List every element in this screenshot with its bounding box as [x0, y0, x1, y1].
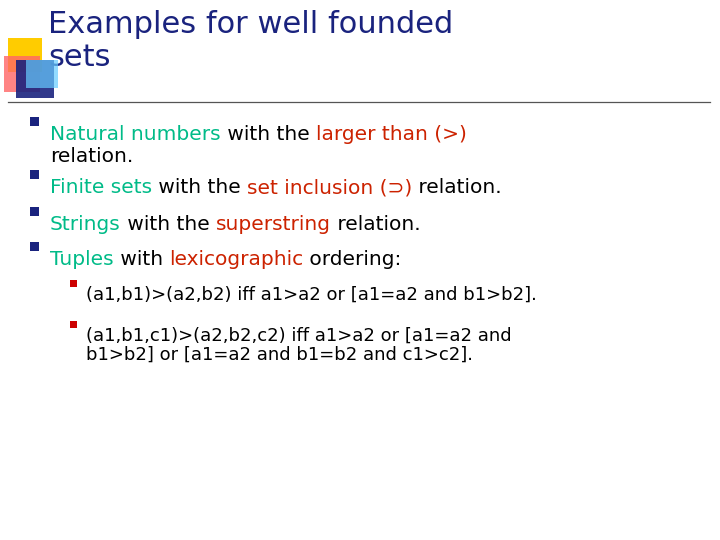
Text: Natural numbers: Natural numbers	[50, 125, 220, 144]
Text: with the: with the	[220, 125, 316, 144]
Bar	[70, 321, 77, 328]
Text: superstring: superstring	[216, 215, 331, 234]
Text: (a1,b1,c1)>(a2,b2,c2) iff a1>a2 or [a1=a2 and: (a1,b1,c1)>(a2,b2,c2) iff a1>a2 or [a1=a…	[86, 327, 512, 345]
Text: ordering:: ordering:	[303, 250, 402, 269]
Text: Finite sets: Finite sets	[50, 178, 152, 197]
Text: Examples for well founded: Examples for well founded	[48, 10, 454, 39]
Text: relation.: relation.	[331, 215, 420, 234]
Bar	[30, 117, 39, 126]
Text: with: with	[114, 250, 169, 269]
Text: sets: sets	[48, 43, 110, 72]
Text: set inclusion (⊃): set inclusion (⊃)	[247, 178, 413, 197]
Text: lexicographic: lexicographic	[169, 250, 303, 269]
Text: Strings: Strings	[50, 215, 121, 234]
Text: with the: with the	[121, 215, 216, 234]
Bar	[16, 60, 54, 98]
Bar	[30, 207, 39, 216]
Text: (a1,b1)>(a2,b2) iff a1>a2 or [a1=a2 and b1>b2].: (a1,b1)>(a2,b2) iff a1>a2 or [a1=a2 and …	[86, 286, 537, 304]
Bar	[30, 242, 39, 251]
Text: relation.: relation.	[413, 178, 502, 197]
Bar	[4, 56, 40, 92]
Bar	[26, 60, 58, 88]
Text: Tuples: Tuples	[50, 250, 114, 269]
Bar	[30, 170, 39, 179]
Text: relation.: relation.	[50, 147, 133, 166]
Text: larger than (>): larger than (>)	[316, 125, 467, 144]
Text: with the: with the	[152, 178, 247, 197]
Bar	[70, 280, 77, 287]
Bar	[8, 38, 42, 72]
Text: b1>b2] or [a1=a2 and b1=b2 and c1>c2].: b1>b2] or [a1=a2 and b1=b2 and c1>c2].	[86, 346, 473, 364]
